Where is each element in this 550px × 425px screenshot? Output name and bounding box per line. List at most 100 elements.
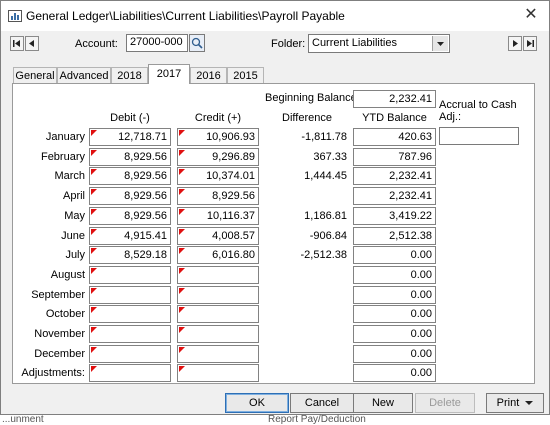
debit-cell[interactable]: 8,929.56 [89,167,171,185]
delete-button[interactable]: Delete [415,393,475,413]
ytd-balance-cell[interactable]: 420.63 [353,128,436,146]
tab-2018[interactable]: 2018 [111,67,148,83]
debit-cell[interactable] [89,266,171,284]
chevron-down-icon [437,42,444,46]
accrual-field[interactable] [439,127,519,145]
debit-value: 8,929.56 [124,170,167,182]
month-label: November [34,328,85,340]
difference-value: 367.33 [313,151,347,163]
debit-cell[interactable]: 12,718.71 [89,128,171,146]
flag-icon [91,327,97,333]
debit-cell[interactable]: 4,915.41 [89,227,171,245]
ytd-balance-cell[interactable]: 0.00 [353,305,436,323]
flag-icon [91,347,97,353]
cancel-button[interactable]: Cancel [290,393,354,413]
credit-cell[interactable] [177,286,259,304]
debit-cell[interactable] [89,325,171,343]
flag-icon [179,169,185,175]
credit-cell[interactable]: 10,374.01 [177,167,259,185]
ytd-balance-cell[interactable]: 0.00 [353,364,436,382]
debit-cell[interactable]: 8,929.56 [89,148,171,166]
account-lookup-button[interactable] [189,34,205,52]
debit-cell[interactable] [89,286,171,304]
month-label: Adjustments: [21,367,85,379]
account-field[interactable]: 27000-000 [126,34,188,52]
previous-record-button[interactable] [25,36,39,51]
tab-general[interactable]: General [13,67,57,83]
credit-header: Credit (+) [194,112,242,124]
ytd-balance-cell[interactable]: 787.96 [353,148,436,166]
print-button[interactable]: Print [486,393,544,413]
flag-icon [179,347,185,353]
flag-icon [179,288,185,294]
ytd-balance-cell[interactable]: 2,232.41 [353,187,436,205]
ok-button[interactable]: OK [225,393,289,413]
dropdown-arrow[interactable] [432,36,448,51]
credit-cell[interactable]: 10,906.93 [177,128,259,146]
year-panel: Beginning Balance: 2,232.41 Accrual to C… [12,83,535,384]
credit-cell[interactable] [177,364,259,382]
credit-cell[interactable]: 8,929.56 [177,187,259,205]
credit-cell[interactable]: 10,116.37 [177,207,259,225]
debit-cell[interactable] [89,305,171,323]
flag-icon [91,288,97,294]
ytd-balance-cell[interactable]: 2,512.38 [353,227,436,245]
folder-select[interactable]: Current Liabilities [308,34,450,53]
tab-2016[interactable]: 2016 [190,67,227,83]
debit-cell[interactable] [89,364,171,382]
ytd-balance-cell[interactable]: 0.00 [353,345,436,363]
credit-cell[interactable]: 6,016.80 [177,246,259,264]
flag-icon [179,366,185,372]
flag-icon [179,248,185,254]
debit-cell[interactable]: 8,529.18 [89,246,171,264]
next-record-icon [513,40,518,47]
ytd-balance-cell[interactable]: 3,419.22 [353,207,436,225]
title-bar: General Ledger\Liabilities\Current Liabi… [1,1,549,31]
debit-cell[interactable] [89,345,171,363]
credit-cell[interactable]: 9,296.89 [177,148,259,166]
month-label: February [40,151,85,163]
month-label: September [31,289,85,301]
debit-cell[interactable]: 8,929.56 [89,187,171,205]
flag-icon [91,248,97,254]
credit-cell[interactable] [177,266,259,284]
previous-record-icon [29,40,34,47]
ytd-balance-cell[interactable]: 0.00 [353,266,436,284]
status-right: Report Pay/Deduction [268,414,366,425]
flag-icon [179,189,185,195]
flag-icon [91,268,97,274]
credit-cell[interactable] [177,345,259,363]
ytd-balance-cell[interactable]: 0.00 [353,325,436,343]
tab-2017[interactable]: 2017 [148,64,190,84]
credit-value: 6,016.80 [212,249,255,261]
ytd-balance-cell[interactable]: 0.00 [353,286,436,304]
beginning-balance-field[interactable]: 2,232.41 [353,90,436,108]
difference-value: 1,186.81 [304,210,347,222]
flag-icon [179,209,185,215]
last-record-button[interactable] [523,36,537,51]
flag-icon [179,130,185,136]
close-icon[interactable]: ✕ [524,6,538,23]
tab-2015[interactable]: 2015 [227,67,264,83]
flag-icon [91,229,97,235]
next-record-button[interactable] [508,36,522,51]
debit-value: 8,929.56 [124,190,167,202]
debit-value: 12,718.71 [118,131,167,143]
tab-advanced[interactable]: Advanced [57,67,111,83]
debit-cell[interactable]: 8,929.56 [89,207,171,225]
credit-cell[interactable] [177,305,259,323]
new-button[interactable]: New [353,393,413,413]
print-label: Print [496,397,520,409]
flag-icon [91,169,97,175]
credit-cell[interactable] [177,325,259,343]
flag-icon [179,150,185,156]
beginning-balance-label: Beginning Balance: [265,92,360,104]
ytd-balance-cell[interactable]: 2,232.41 [353,167,436,185]
first-record-button[interactable] [10,36,24,51]
credit-cell[interactable]: 4,008.57 [177,227,259,245]
flag-icon [91,366,97,372]
last-record-icon [527,40,534,47]
ytd-balance-cell[interactable]: 0.00 [353,246,436,264]
window-title: General Ledger\Liabilities\Current Liabi… [26,9,345,23]
credit-value: 9,296.89 [212,151,255,163]
